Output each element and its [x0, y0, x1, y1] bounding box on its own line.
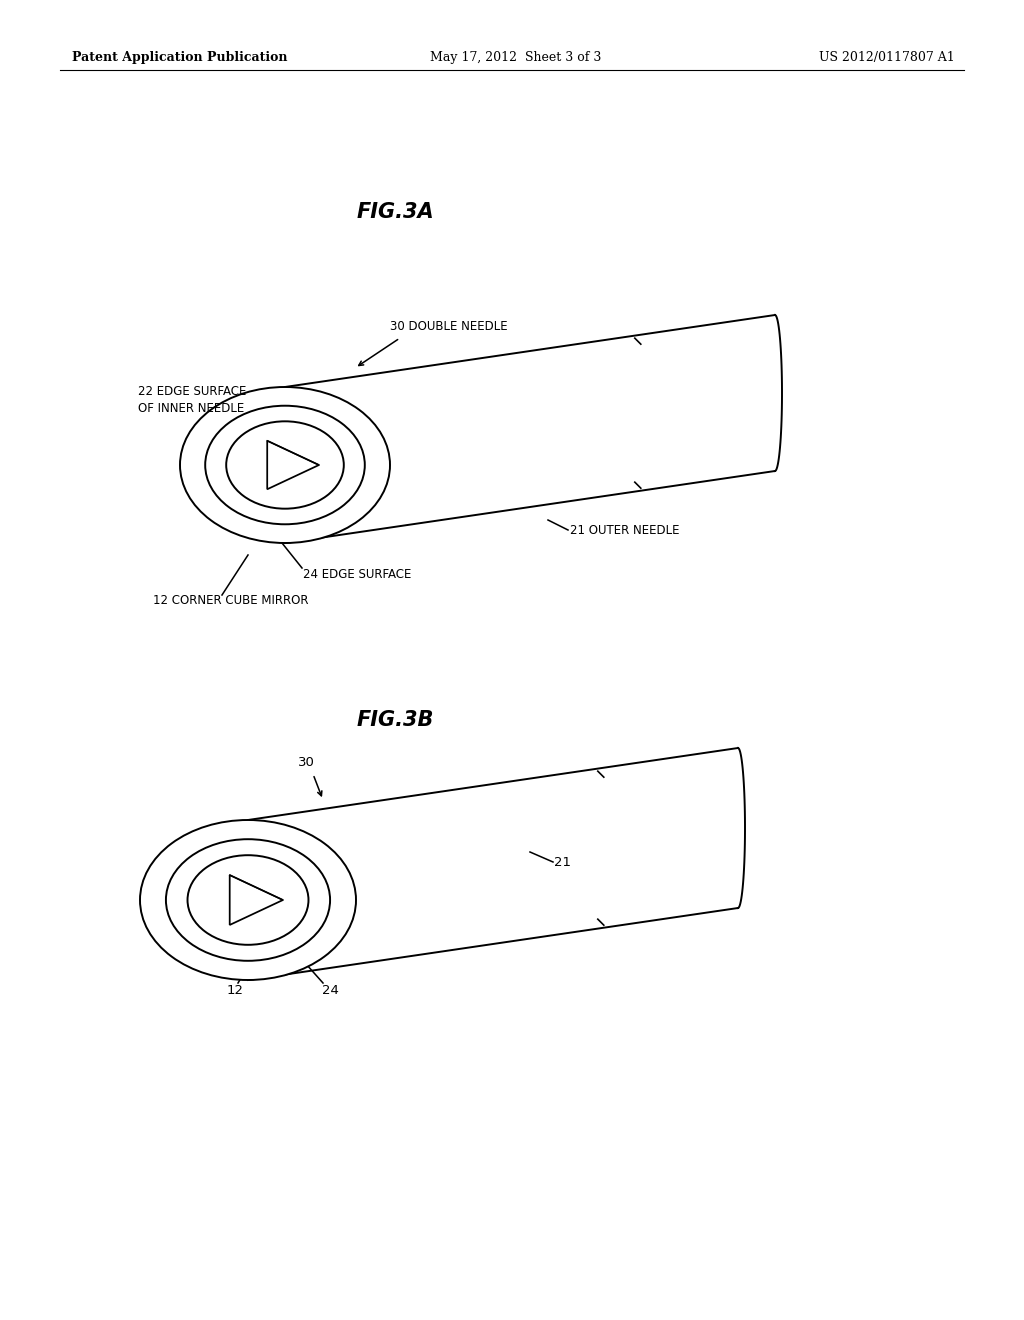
Ellipse shape — [140, 820, 356, 979]
Polygon shape — [267, 441, 318, 490]
Text: US 2012/0117807 A1: US 2012/0117807 A1 — [819, 51, 955, 65]
Polygon shape — [229, 875, 283, 925]
Ellipse shape — [226, 421, 344, 508]
Text: FIG.3B: FIG.3B — [356, 710, 434, 730]
Text: May 17, 2012  Sheet 3 of 3: May 17, 2012 Sheet 3 of 3 — [430, 51, 601, 65]
Text: 21 OUTER NEEDLE: 21 OUTER NEEDLE — [570, 524, 680, 536]
Text: 30 DOUBLE NEEDLE: 30 DOUBLE NEEDLE — [390, 319, 508, 333]
Ellipse shape — [205, 405, 365, 524]
Text: 12: 12 — [226, 983, 244, 997]
Text: 21: 21 — [554, 855, 571, 869]
Text: FIG.3A: FIG.3A — [356, 202, 434, 222]
Ellipse shape — [166, 840, 330, 961]
Text: 12 CORNER CUBE MIRROR: 12 CORNER CUBE MIRROR — [153, 594, 308, 606]
Text: 24: 24 — [322, 983, 339, 997]
Ellipse shape — [180, 387, 390, 543]
Text: Patent Application Publication: Patent Application Publication — [72, 51, 288, 65]
Text: 22 EDGE SURFACE
OF INNER NEEDLE: 22 EDGE SURFACE OF INNER NEEDLE — [138, 385, 247, 414]
Text: 24 EDGE SURFACE: 24 EDGE SURFACE — [303, 568, 412, 581]
Ellipse shape — [187, 855, 308, 945]
Text: 30: 30 — [298, 755, 314, 768]
